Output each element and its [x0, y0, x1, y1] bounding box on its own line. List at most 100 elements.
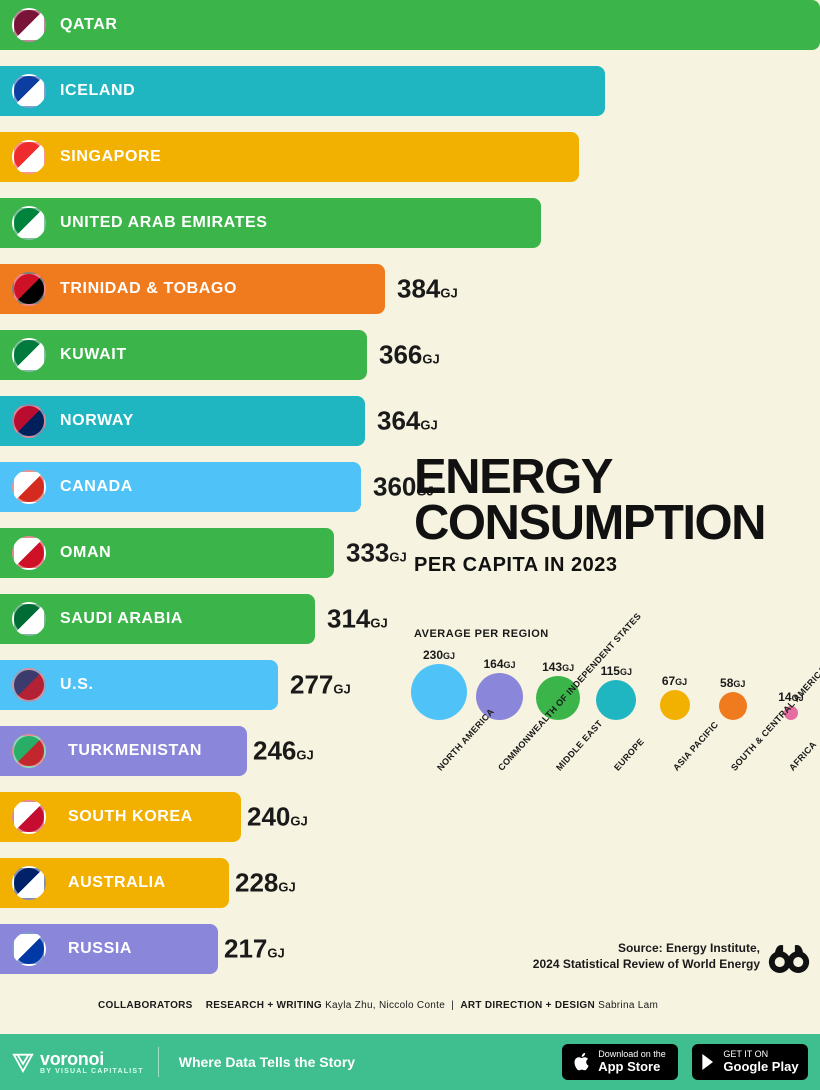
country-label: CANADA	[60, 478, 133, 496]
country-label: KUWAIT	[60, 346, 127, 364]
flag-icon	[12, 800, 46, 834]
binoculars-icon	[768, 938, 810, 976]
country-label: SINGAPORE	[60, 148, 161, 166]
country-label: QATAR	[60, 16, 118, 34]
flag-icon	[12, 866, 46, 900]
region-bubble: 230GJNORTH AMERICA	[414, 648, 464, 730]
region-value: 230GJ	[423, 648, 455, 662]
source-line1: Source: Energy Institute,	[618, 941, 760, 955]
collab-design-label: ART DIRECTION + DESIGN	[460, 1000, 595, 1011]
google-play-icon	[701, 1053, 717, 1071]
flag-icon	[12, 536, 46, 570]
bar-row: 366GJ KUWAIT	[0, 330, 820, 380]
flag-icon	[12, 8, 46, 42]
bar: U.S.	[0, 660, 278, 710]
region-bubble-circle	[596, 680, 636, 720]
bar-row: QATAR	[0, 0, 820, 50]
bar-row: 539GJUNITED ARAB EMIRATES	[0, 198, 820, 248]
country-label: UNITED ARAB EMIRATES	[60, 214, 268, 232]
source-citation: Source: Energy Institute, 2024 Statistic…	[533, 940, 760, 972]
region-value: 115GJ	[601, 664, 632, 678]
bar-row: 228GJ AUSTRALIA	[0, 858, 820, 908]
collab-label: COLLABORATORS	[98, 1000, 193, 1011]
region-bubbles: 230GJNORTH AMERICA164GJCOMMONWEALTH OF I…	[414, 646, 814, 730]
bar-row: 364GJ NORWAY	[0, 396, 820, 446]
footer-byline: BY VISUAL CAPITALIST	[40, 1068, 144, 1075]
footer-divider	[158, 1047, 159, 1077]
bar: AUSTRALIA	[0, 858, 229, 908]
infographic-canvas: PRIMARY ENERGY CONSUMPTION IN GIGAJOULES…	[0, 0, 820, 1090]
bar-value: 314GJ	[327, 604, 388, 635]
bar-value: 277GJ	[290, 670, 351, 701]
bar-value: 384GJ	[397, 274, 458, 305]
main-title-sub: PER CAPITA IN 2023	[414, 554, 765, 577]
bar-row: 577GJSINGAPORE	[0, 132, 820, 182]
country-label: ICELAND	[60, 82, 135, 100]
region-bubble-circle	[719, 692, 747, 720]
flag-icon	[12, 932, 46, 966]
bar: NORWAY	[0, 396, 365, 446]
collaborators: COLLABORATORS RESEARCH + WRITING Kayla Z…	[98, 1000, 658, 1011]
collab-research-label: RESEARCH + WRITING	[206, 1000, 322, 1011]
google-play-badge[interactable]: GET IT ON Google Play	[692, 1044, 808, 1080]
bar-value: 228GJ	[235, 868, 296, 899]
bar: OMAN	[0, 528, 334, 578]
country-label: AUSTRALIA	[68, 874, 166, 892]
region-average-panel: AVERAGE PER REGION 230GJNORTH AMERICA164…	[414, 628, 814, 730]
bar: KUWAIT	[0, 330, 367, 380]
footer-tagline: Where Data Tells the Story	[179, 1054, 355, 1070]
flag-icon	[12, 338, 46, 372]
bar-value: 246GJ	[253, 736, 314, 767]
bar: SOUTH KOREA	[0, 792, 241, 842]
country-label: NORWAY	[60, 412, 134, 430]
country-label: RUSSIA	[68, 940, 132, 958]
bar: SINGAPORE	[0, 132, 579, 182]
country-label: U.S.	[60, 676, 94, 694]
bar-row: 603GJICELAND	[0, 66, 820, 116]
flag-icon	[12, 470, 46, 504]
bar-value: 364GJ	[377, 406, 438, 437]
main-title: ENERGY CONSUMPTION PER CAPITA IN 2023	[414, 454, 765, 577]
region-value: 67GJ	[662, 674, 687, 688]
appstore-big: App Store	[598, 1060, 666, 1074]
flag-icon	[12, 404, 46, 438]
main-title-line2: CONSUMPTION	[414, 500, 765, 546]
region-bubble-circle	[660, 690, 690, 720]
bar-value: 366GJ	[379, 340, 440, 371]
bar: TRINIDAD & TOBAGO	[0, 264, 385, 314]
bar: CANADA	[0, 462, 361, 512]
footer-brand: voronoi	[40, 1049, 104, 1069]
country-label: SAUDI ARABIA	[60, 610, 183, 628]
source-line2: 2024 Statistical Review of World Energy	[533, 957, 760, 971]
voronoi-logo: voronoi BY VISUAL CAPITALIST	[12, 1049, 144, 1075]
country-label: TRINIDAD & TOBAGO	[60, 280, 237, 298]
region-bubble: 115GJEUROPE	[593, 664, 639, 730]
bar-value: 217GJ	[224, 934, 285, 965]
flag-icon	[12, 602, 46, 636]
bar: ICELAND	[0, 66, 605, 116]
footer-bar: voronoi BY VISUAL CAPITALIST Where Data …	[0, 1034, 820, 1090]
bar: SAUDI ARABIA	[0, 594, 315, 644]
region-bubble: 67GJASIA PACIFIC	[651, 674, 697, 730]
bar: QATAR	[0, 0, 820, 50]
country-label: OMAN	[60, 544, 111, 562]
country-label: TURKMENISTAN	[68, 742, 202, 760]
bar-row: 384GJ TRINIDAD & TOBAGO	[0, 264, 820, 314]
region-value: 143GJ	[542, 660, 574, 674]
flag-icon	[12, 734, 46, 768]
region-value: 58GJ	[720, 676, 745, 690]
bar: TURKMENISTAN	[0, 726, 247, 776]
bar-value: 333GJ	[346, 538, 407, 569]
apple-icon	[574, 1052, 592, 1072]
region-bubble-circle	[411, 664, 467, 720]
country-label: SOUTH KOREA	[68, 808, 193, 826]
bar: UNITED ARAB EMIRATES	[0, 198, 541, 248]
bar: RUSSIA	[0, 924, 218, 974]
flag-icon	[12, 206, 46, 240]
flag-icon	[12, 272, 46, 306]
app-store-badge[interactable]: Download on the App Store	[562, 1044, 678, 1080]
collab-research-names: Kayla Zhu, Niccolo Conte	[325, 1000, 445, 1011]
play-big: Google Play	[723, 1060, 798, 1074]
bar-value: 240GJ	[247, 802, 308, 833]
bar-row: 240GJ SOUTH KOREA	[0, 792, 820, 842]
